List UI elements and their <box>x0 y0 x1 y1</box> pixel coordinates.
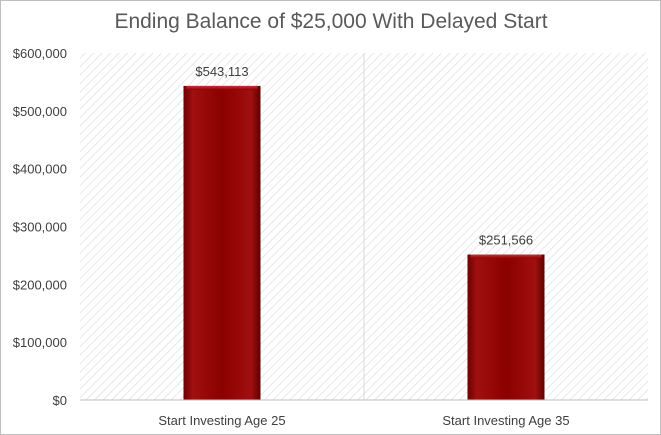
y-tick-label: $400,000 <box>13 162 67 177</box>
data-labels: $543,113 $251,566 <box>195 64 533 248</box>
bars <box>183 85 545 400</box>
bar <box>467 254 545 400</box>
data-label: $543,113 <box>195 64 248 79</box>
y-tick-label: $200,000 <box>13 277 67 292</box>
chart-title: Ending Balance of $25,000 With Delayed S… <box>114 10 547 33</box>
bar <box>183 85 261 400</box>
y-tick-label: $100,000 <box>13 335 67 350</box>
y-tick-label: $0 <box>53 393 67 408</box>
y-axis: $0 $100,000 $200,000 $300,000 $400,000 $500,0… <box>13 46 67 408</box>
bar-bevel <box>186 85 258 90</box>
y-tick-label: $600,000 <box>13 46 67 61</box>
x-tick-label: Start Investing Age 35 <box>442 413 569 428</box>
x-tick-label: Start Investing Age 25 <box>158 413 285 428</box>
bar-bevel <box>470 254 542 259</box>
y-tick-label: $500,000 <box>13 104 67 119</box>
data-label: $251,566 <box>479 233 533 248</box>
y-tick-label: $300,000 <box>13 220 67 235</box>
x-axis: Start Investing Age 25 Start Investing Ag… <box>158 413 569 428</box>
